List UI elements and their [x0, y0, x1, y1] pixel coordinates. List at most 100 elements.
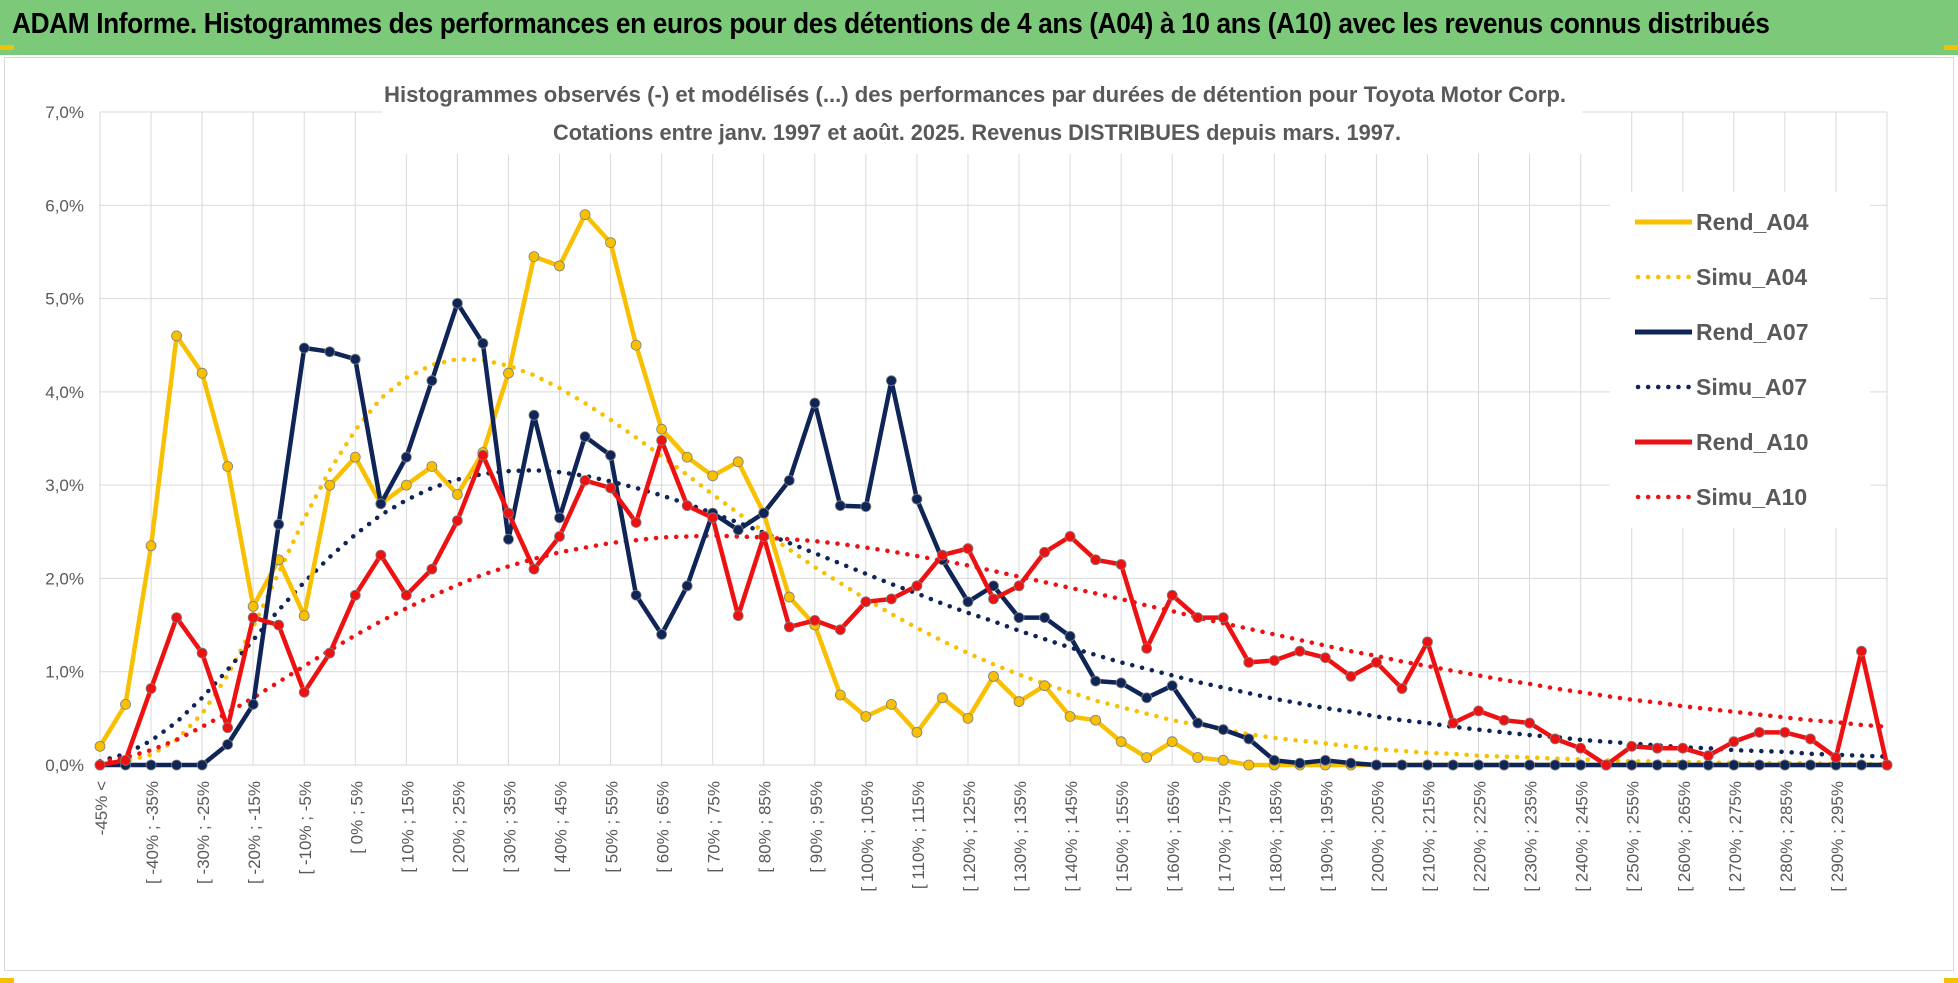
data-point — [298, 610, 310, 622]
data-point — [1192, 752, 1204, 763]
data-point — [171, 759, 182, 771]
data-point — [630, 589, 642, 601]
data-point — [247, 601, 259, 612]
data-point — [1753, 726, 1765, 738]
data-point — [375, 549, 387, 561]
x-tick-label: [ 270% ; 275% — [1726, 781, 1745, 892]
data-point — [1319, 652, 1331, 664]
data-point — [94, 740, 106, 752]
data-point — [758, 531, 770, 542]
data-point — [783, 591, 795, 603]
x-tick-label: [ 130% ; 135% — [1011, 781, 1030, 892]
data-point — [885, 593, 897, 605]
data-point — [324, 647, 336, 659]
x-tick-label: [ 160% ; 165% — [1164, 781, 1183, 892]
data-point — [988, 593, 999, 605]
data-point — [247, 612, 259, 624]
x-tick-label: [ 60% ; 65% — [654, 781, 673, 873]
data-point — [911, 493, 923, 505]
data-point — [605, 482, 616, 494]
data-point — [1268, 754, 1280, 766]
x-tick-label: [ 240% ; 245% — [1573, 781, 1592, 892]
data-point — [349, 589, 361, 601]
x-tick-label: [ 30% ; 35% — [500, 781, 519, 873]
data-point — [1677, 759, 1689, 771]
title-background — [382, 72, 1582, 154]
data-point — [477, 449, 489, 461]
data-point — [1090, 714, 1102, 726]
data-point — [1039, 546, 1050, 558]
data-point — [120, 754, 131, 766]
data-point — [1447, 717, 1459, 729]
data-point — [860, 596, 872, 608]
legend-label: Simu_A07 — [1696, 374, 1807, 400]
data-point — [349, 353, 361, 365]
data-point — [630, 339, 642, 351]
data-point — [1575, 759, 1587, 771]
data-point — [962, 596, 974, 608]
data-point — [400, 479, 412, 491]
data-point — [145, 540, 157, 552]
data-point — [426, 375, 438, 387]
data-point — [988, 670, 999, 682]
data-point — [1039, 680, 1050, 692]
x-tick-label: [ 120% ; 125% — [960, 781, 979, 892]
data-point — [1856, 645, 1867, 657]
data-point — [809, 615, 821, 626]
data-point — [1702, 759, 1714, 771]
x-tick-label: [ 110% ; 115% — [909, 781, 928, 889]
data-point — [1396, 683, 1408, 694]
x-tick-label: [ 100% ; 105% — [858, 781, 877, 892]
x-tick-label: [ 140% ; 145% — [1062, 781, 1081, 892]
data-point — [1013, 612, 1025, 624]
data-point — [503, 507, 514, 519]
data-point — [1115, 677, 1127, 689]
x-tick-label: [ -30% ; -25% — [194, 781, 213, 884]
data-point — [1115, 736, 1127, 748]
x-tick-label: [ 260% ; 265% — [1675, 781, 1694, 892]
page-title: ADAM Informe. Histogrammes des performan… — [12, 8, 1770, 40]
data-point — [1345, 757, 1357, 769]
data-point — [1422, 636, 1433, 648]
data-point — [758, 507, 770, 519]
chart-title: Histogrammes observés (-) et modélisés (… — [384, 82, 1566, 107]
x-tick-label: [ 150% ; 155% — [1113, 781, 1132, 892]
data-point — [528, 409, 540, 421]
data-point — [681, 500, 693, 512]
data-point — [1268, 655, 1280, 666]
data-point — [1677, 742, 1689, 754]
data-point — [196, 367, 208, 379]
data-point — [579, 431, 591, 443]
data-point — [1013, 580, 1025, 592]
data-point — [656, 629, 668, 640]
data-point — [400, 589, 412, 601]
data-point — [503, 533, 514, 545]
series-line-Simu_A04 — [97, 356, 1890, 767]
data-point — [554, 531, 565, 542]
data-point — [1371, 656, 1382, 668]
data-point — [783, 621, 795, 633]
data-point — [451, 515, 463, 526]
data-point — [1243, 656, 1255, 668]
data-point — [1805, 759, 1816, 771]
data-point — [426, 461, 438, 472]
chart-frame — [4, 57, 1954, 971]
data-point — [860, 711, 872, 722]
x-tick-label: [ 0% ; 5% — [347, 781, 366, 854]
data-point — [171, 330, 182, 342]
data-point — [707, 512, 719, 524]
y-tick-label: 4,0% — [45, 383, 84, 402]
data-point — [298, 342, 310, 354]
series-markers-Rend_A10 — [94, 434, 1893, 771]
data-point — [911, 726, 923, 738]
x-tick-label: [ 90% ; 95% — [807, 781, 826, 873]
data-point — [937, 549, 948, 561]
data-point — [1166, 680, 1178, 692]
x-tick-label: [ -20% ; -15% — [245, 781, 264, 884]
data-point — [1626, 740, 1638, 752]
x-tick-label: [ 10% ; 15% — [398, 781, 417, 873]
data-point — [1447, 759, 1459, 771]
data-point — [324, 479, 336, 491]
data-point — [1422, 759, 1433, 771]
